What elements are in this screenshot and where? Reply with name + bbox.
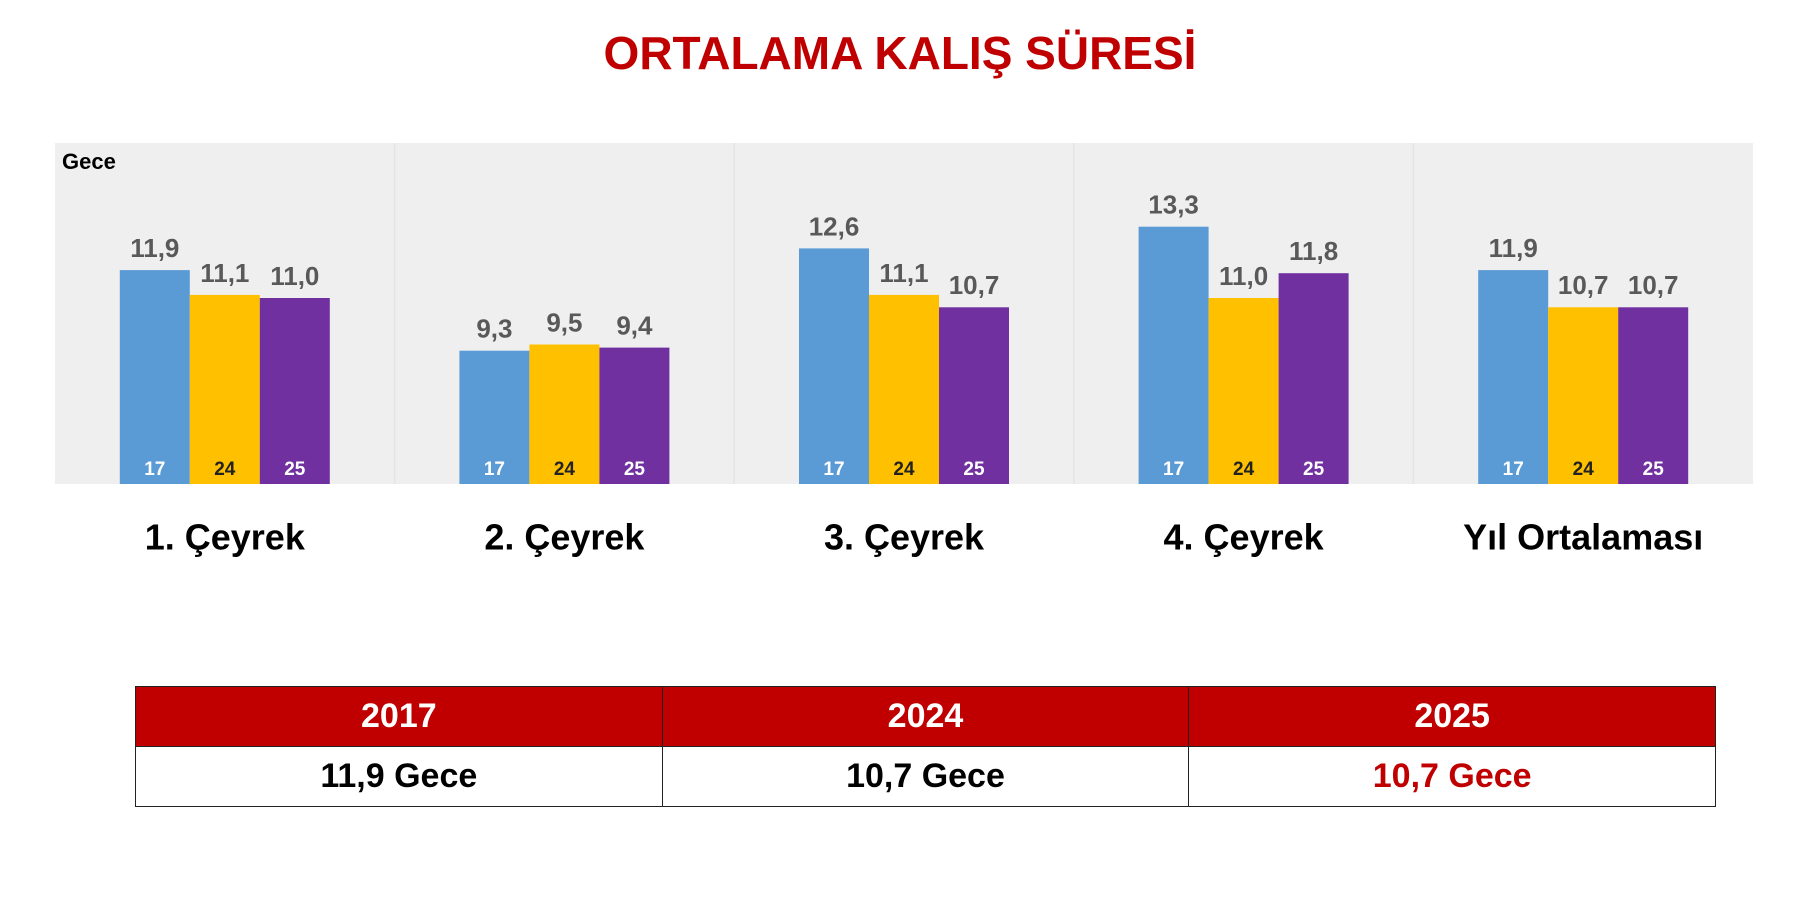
- series-label: 17: [484, 459, 505, 480]
- data-label: 11,9: [130, 233, 179, 263]
- data-label: 10,7: [1558, 270, 1609, 300]
- bar: [529, 344, 600, 484]
- data-label: 11,1: [200, 258, 249, 288]
- data-label: 9,4: [616, 310, 653, 340]
- bar: [1618, 307, 1689, 484]
- bar: [599, 347, 670, 484]
- x-tick-label: 3. Çeyrek: [824, 517, 985, 558]
- data-label: 11,9: [1489, 233, 1538, 263]
- series-label: 25: [963, 459, 985, 480]
- bar: [1548, 307, 1619, 484]
- series-label: 17: [1163, 459, 1184, 480]
- table-header: 2017 2024 2025: [135, 686, 1716, 747]
- series-label: 24: [1233, 459, 1255, 480]
- header-cell: 2024: [661, 686, 1190, 747]
- series-label: 17: [1503, 459, 1524, 480]
- data-label: 9,3: [476, 314, 512, 344]
- series-label: 24: [893, 459, 915, 480]
- x-tick-label: 2. Çeyrek: [484, 517, 645, 558]
- series-label: 25: [1643, 459, 1665, 480]
- series-label: 24: [554, 459, 576, 480]
- series-label: 17: [823, 459, 844, 480]
- data-label: 11,0: [270, 261, 319, 291]
- header-cell: 2025: [1188, 686, 1716, 747]
- series-label: 25: [1303, 459, 1325, 480]
- chart-title: ORTALAMA KALIŞ SÜRESİ: [604, 27, 1197, 79]
- bar: [1278, 273, 1349, 484]
- data-label: 13,3: [1148, 190, 1199, 220]
- x-tick-label: Yıl Ortalaması: [1463, 517, 1703, 558]
- table-cell: 10,7 Gece: [661, 746, 1190, 807]
- summary-table: 2017 2024 2025 11,9 Gece 10,7 Gece 10,7 …: [135, 686, 1716, 807]
- table-row: 11,9 Gece 10,7 Gece 10,7 Gece: [135, 746, 1716, 807]
- bar: [1478, 270, 1549, 484]
- series-label: 17: [144, 459, 165, 480]
- header-cell: 2017: [135, 686, 663, 747]
- data-label: 11,0: [1219, 261, 1268, 291]
- table-cell: 10,7 Gece: [1188, 746, 1716, 807]
- data-label: 10,7: [1628, 270, 1679, 300]
- data-label: 11,1: [879, 258, 928, 288]
- x-tick-label: 1. Çeyrek: [145, 517, 306, 558]
- series-label: 24: [214, 459, 236, 480]
- bar: [869, 294, 939, 484]
- y-axis-label: Gece: [62, 149, 116, 174]
- bar: [1138, 226, 1209, 484]
- x-tick-label: 4. Çeyrek: [1164, 517, 1325, 558]
- bar: [189, 294, 260, 484]
- series-label: 24: [1573, 459, 1595, 480]
- chart: ORTALAMA KALIŞ SÜRESİ Gece 1. Çeyrek 11,9 1…: [55, 27, 1753, 558]
- series-label: 25: [284, 459, 306, 480]
- table-cell: 11,9 Gece: [135, 746, 663, 807]
- bar: [1208, 298, 1279, 484]
- bar: [799, 248, 869, 484]
- bar: [939, 307, 1009, 484]
- bar: [119, 270, 190, 484]
- series-label: 25: [624, 459, 646, 480]
- data-label: 11,8: [1289, 236, 1338, 266]
- data-label: 12,6: [809, 211, 860, 241]
- data-label: 10,7: [949, 270, 1000, 300]
- bar: [459, 350, 530, 484]
- bar: [259, 298, 330, 484]
- data-label: 9,5: [546, 307, 582, 337]
